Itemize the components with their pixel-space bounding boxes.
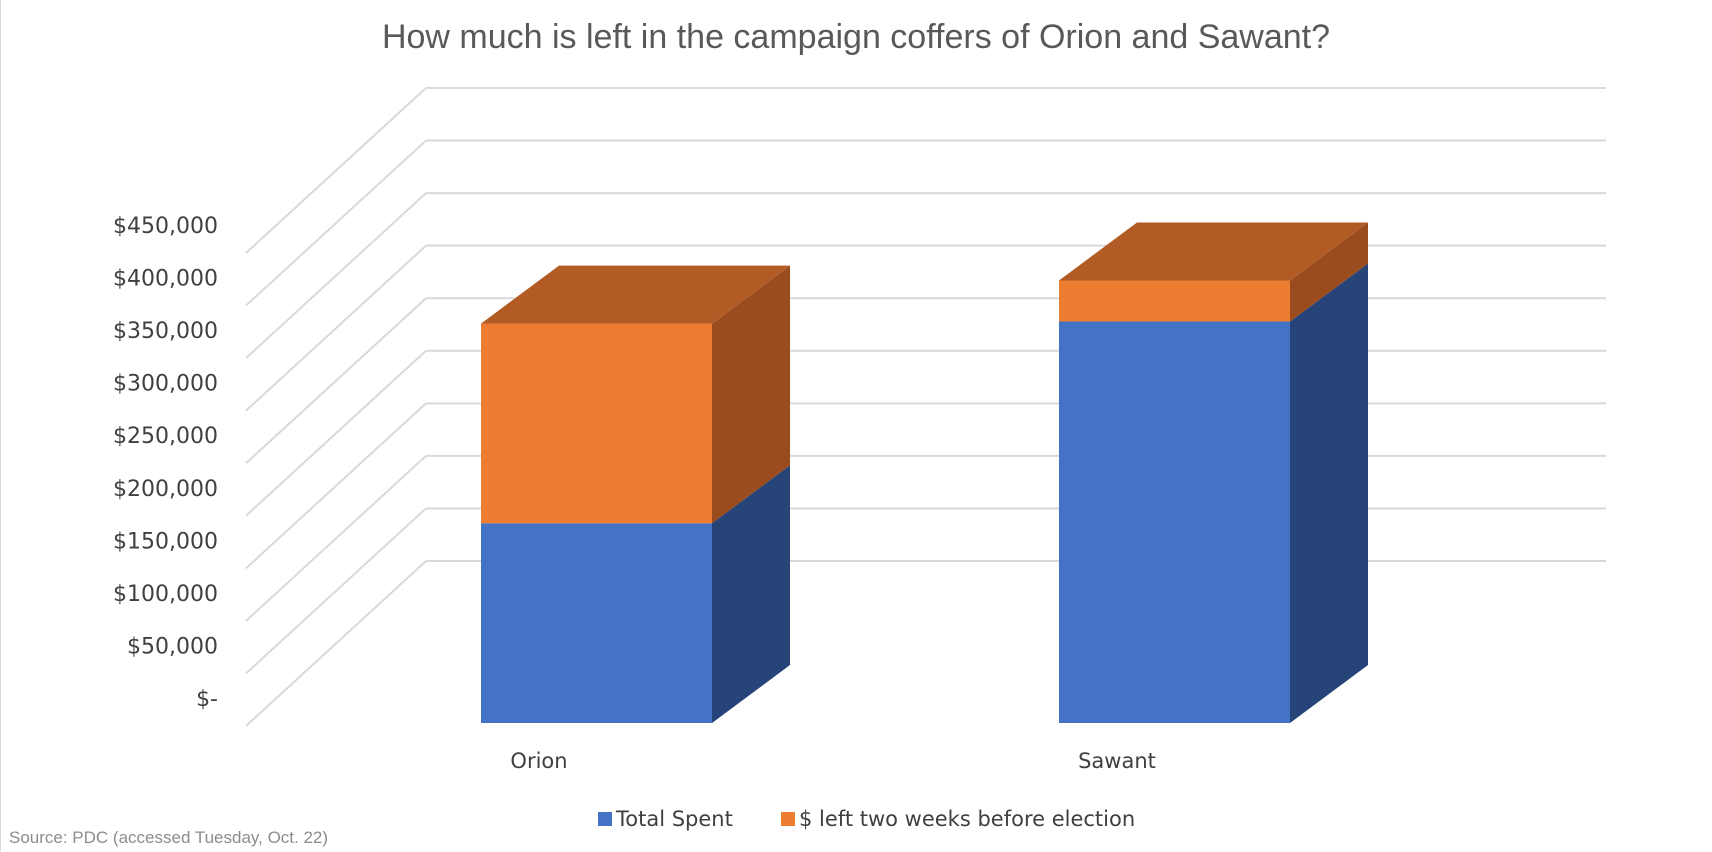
x-tick-label: Orion <box>510 749 567 773</box>
gridline-diagonal <box>245 455 427 622</box>
y-tick-label: $200,000 <box>113 477 218 502</box>
y-tick-label: $- <box>196 687 218 712</box>
bar-front <box>481 523 712 723</box>
y-tick-label: $250,000 <box>113 424 218 449</box>
legend: Total Spent $ left two weeks before elect… <box>598 807 1135 831</box>
bar-sawant-left <box>1059 222 1368 322</box>
gridline-diagonal <box>245 560 427 727</box>
bars <box>481 222 1368 723</box>
bar-side <box>1290 222 1368 322</box>
legend-item: $ left two weeks before election <box>781 807 1135 831</box>
bar-top <box>481 265 790 324</box>
x-tick-label: Sawant <box>1078 749 1156 773</box>
bar-orion-left <box>481 265 790 524</box>
bar-top <box>1059 222 1368 281</box>
y-tick-label: $300,000 <box>113 372 218 397</box>
gridline-diagonal <box>245 139 427 307</box>
gridline-diagonal <box>245 87 427 254</box>
y-tick-label: $50,000 <box>127 634 218 659</box>
legend-label: Total Spent <box>615 807 733 831</box>
bar-front <box>481 323 712 524</box>
bar-front <box>1059 321 1290 723</box>
x-axis: Orion Sawant <box>510 749 1155 773</box>
legend-item: Total Spent <box>598 807 733 831</box>
legend-label: $ left two weeks before election <box>799 807 1135 831</box>
y-tick-label: $150,000 <box>113 529 218 554</box>
y-tick-label: $400,000 <box>113 267 218 292</box>
bar-side <box>712 265 790 524</box>
y-tick-label: $450,000 <box>113 214 218 239</box>
gridline-diagonal <box>245 402 427 570</box>
bar-side <box>1290 263 1368 723</box>
gridline-diagonal <box>245 297 427 464</box>
chart-title: How much is left in the campaign coffers… <box>382 18 1330 56</box>
y-axis: $- $50,000 $100,000 $150,000 $200,000 $250,00… <box>113 214 218 712</box>
gridline-diagonal <box>245 244 427 412</box>
gridline-diagonal <box>245 350 427 517</box>
legend-swatch <box>781 812 795 826</box>
y-tick-label: $350,000 <box>113 319 218 344</box>
legend-swatch <box>598 812 612 826</box>
bar-sawant-total-spent <box>1059 263 1368 723</box>
gridlines <box>245 87 1606 727</box>
gridline-diagonal <box>245 507 427 675</box>
bar-side <box>712 465 790 723</box>
y-tick-label: $100,000 <box>113 582 218 607</box>
bar-front <box>1059 280 1290 322</box>
source-note: Source: PDC (accessed Tuesday, Oct. 22) <box>9 828 329 847</box>
bar-orion-total-spent <box>481 465 790 723</box>
gridline-diagonal <box>245 192 427 359</box>
